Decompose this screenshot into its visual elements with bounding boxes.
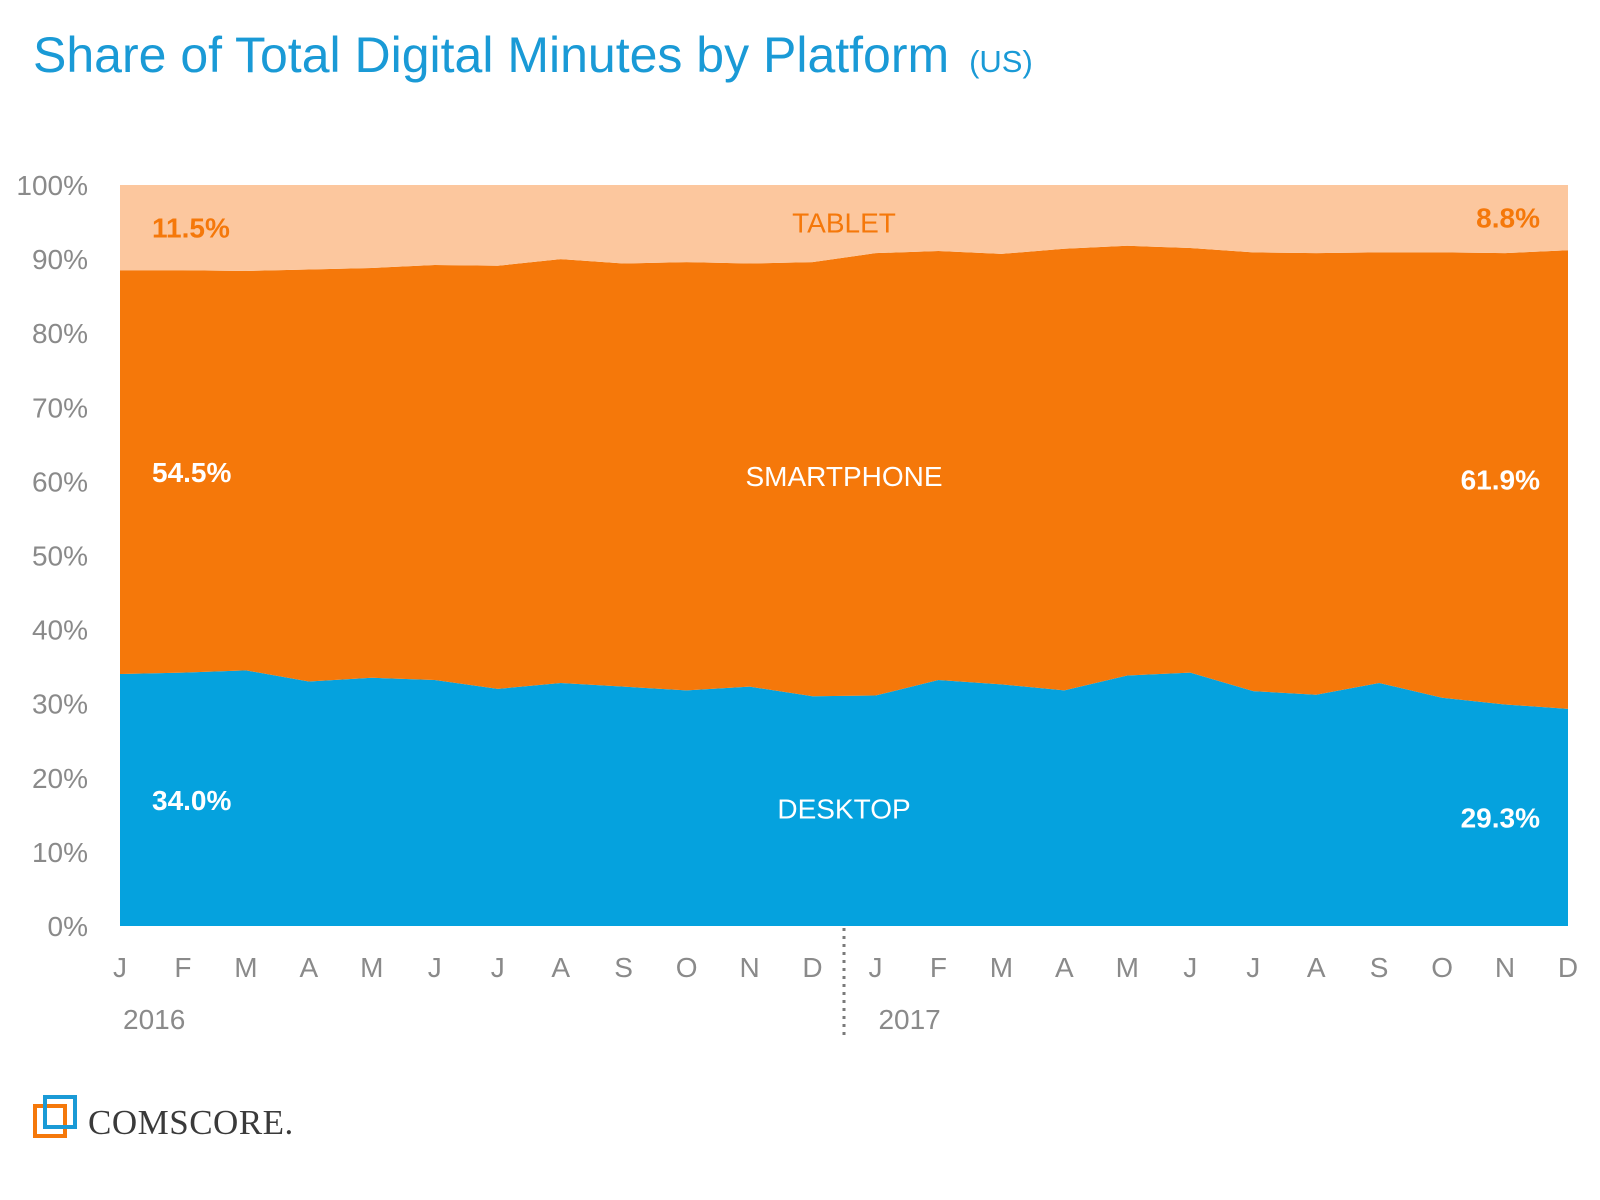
y-tick-label: 20% <box>32 763 88 794</box>
y-tick-label: 80% <box>32 318 88 349</box>
x-tick-label: S <box>614 952 633 983</box>
area-layers <box>120 185 1568 926</box>
y-tick-label: 90% <box>32 244 88 275</box>
x-tick-label: N <box>1495 952 1515 983</box>
series-name-label: SMARTPHONE <box>745 461 942 492</box>
chart-title: Share of Total Digital Minutes by Platfo… <box>33 26 1033 84</box>
x-tick-label: J <box>428 952 442 983</box>
x-tick-label: J <box>1246 952 1260 983</box>
area-tablet <box>120 185 1568 271</box>
start-value-label: 34.0% <box>152 785 231 816</box>
x-tick-label: A <box>300 952 319 983</box>
start-value-label: 54.5% <box>152 457 231 488</box>
x-tick-label: F <box>174 952 191 983</box>
x-tick-label: A <box>1307 952 1326 983</box>
x-tick-label: F <box>930 952 947 983</box>
x-tick-label: D <box>1558 952 1578 983</box>
y-tick-label: 0% <box>48 911 88 942</box>
series-name-label: TABLET <box>792 208 896 239</box>
area-desktop <box>120 670 1568 926</box>
y-tick-label: 100% <box>16 170 88 201</box>
x-tick-label: M <box>234 952 257 983</box>
brand-name: COMSCORE. <box>88 1103 294 1142</box>
x-tick-label: O <box>1431 952 1453 983</box>
y-tick-label: 40% <box>32 615 88 646</box>
x-tick-label: O <box>676 952 698 983</box>
x-tick-label: N <box>739 952 759 983</box>
x-tick-label: S <box>1370 952 1389 983</box>
x-tick-label: M <box>1116 952 1139 983</box>
x-tick-label: M <box>360 952 383 983</box>
y-tick-label: 60% <box>32 466 88 497</box>
x-axis: J F M A M J J A S O N D J F M A M J J A S O N D 2016 2017 <box>113 928 1578 1038</box>
y-tick-label: 30% <box>32 689 88 720</box>
series-labels: 34.0% 29.3% DESKTOP 54.5% 61.9% SMARTPHONE 11.… <box>152 203 1540 834</box>
year-label: 2017 <box>878 1004 940 1035</box>
y-tick-label: 50% <box>32 541 88 572</box>
end-value-label: 61.9% <box>1461 465 1540 496</box>
end-value-label: 8.8% <box>1476 203 1540 234</box>
x-tick-label: J <box>1183 952 1197 983</box>
y-tick-label: 70% <box>32 392 88 423</box>
brand-wordmark: COMSCORE. <box>88 1103 294 1143</box>
x-tick-label: J <box>113 952 127 983</box>
x-tick-label: D <box>802 952 822 983</box>
y-tick-label: 10% <box>32 837 88 868</box>
x-tick-label: A <box>1055 952 1074 983</box>
x-tick-label: J <box>868 952 882 983</box>
x-tick-label: M <box>990 952 1013 983</box>
x-tick-label: J <box>491 952 505 983</box>
y-axis: 0% 10% 20% 30% 40% 50% 60% 70% 80% 90% 100% <box>16 170 88 942</box>
x-tick-label: A <box>551 952 570 983</box>
chart-title-text: Share of Total Digital Minutes by Platfo… <box>33 27 950 83</box>
end-value-label: 29.3% <box>1461 802 1540 833</box>
chart-title-suffix: (US) <box>969 44 1033 79</box>
year-label: 2016 <box>123 1004 185 1035</box>
series-name-label: DESKTOP <box>777 794 910 825</box>
start-value-label: 11.5% <box>152 213 230 244</box>
area-smartphone <box>120 245 1568 709</box>
comscore-logo-icon <box>33 1095 77 1138</box>
